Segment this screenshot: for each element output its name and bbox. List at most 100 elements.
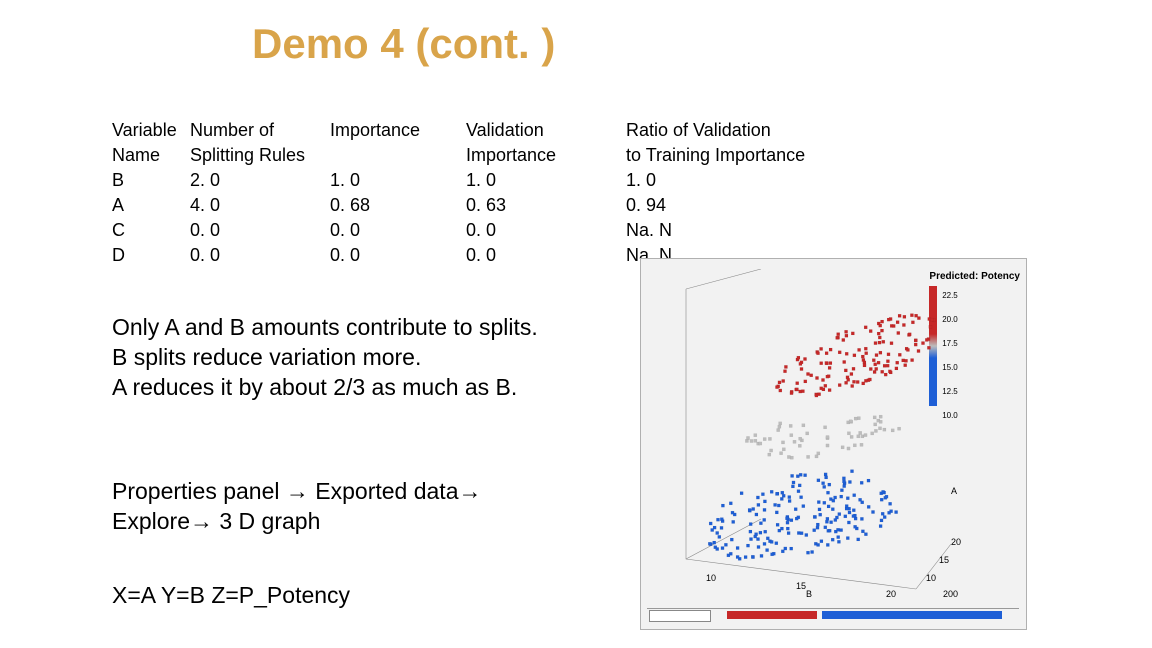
scatter-point [820,540,823,543]
svg-text:20: 20 [951,537,961,547]
scatter-point [709,522,712,525]
scatter-point [745,439,748,442]
scatter-point [837,536,840,539]
scatter-3d-plot: A B 10 15 20 10 15 20 200 [651,269,961,599]
scatter-point [875,354,878,357]
scatter-point [774,503,777,506]
scatter-point [826,444,829,447]
scatter-point [817,452,820,455]
scatter-3d-panel: Predicted: Potency 22.5 20.0 17.5 15.0 1… [640,258,1027,630]
cell: 4. 0 [190,193,330,218]
scatter-point [763,500,766,503]
scatter-point [826,491,829,494]
cell: 1. 0 [330,168,466,193]
scatter-point [921,342,924,345]
scatter-point [825,476,828,479]
scatter-point [865,352,868,355]
scatter-point [883,516,886,519]
scatter-point [744,556,747,559]
scatter-point [887,353,890,356]
scatter-point [875,367,878,370]
scatter-point [824,384,827,387]
hdr-ratio-2: to Training Importance [626,143,846,168]
cell: D [112,243,190,268]
scatter-point [883,364,886,367]
scatter-point [826,543,829,546]
scatter-point [802,505,805,508]
scatter-point [752,507,755,510]
scatter-point [817,501,820,504]
cell: 0. 0 [190,243,330,268]
scatter-point [801,390,804,393]
scatter-point [871,510,874,513]
scatter-point [892,324,895,327]
footer-red-bar [727,611,817,619]
scatter-point [847,432,850,435]
scatter-point [777,429,780,432]
scatter-point [854,417,857,420]
scatter-point [861,435,864,438]
scatter-point [881,370,884,373]
scatter-point [858,348,861,351]
scatter-point [761,493,764,496]
scatter-point [721,504,724,507]
svg-text:15: 15 [939,555,949,565]
scatter-point [829,348,832,351]
scatter-point [879,351,882,354]
line: Properties panel → Exported data→ [112,476,481,506]
scatter-point [763,438,766,441]
cell: 0. 0 [466,243,626,268]
svg-text:10: 10 [706,573,716,583]
scatter-point [897,331,900,334]
scatter-point [911,359,914,362]
scatter-point [845,334,848,337]
scatter-point [884,373,887,376]
scatter-point [819,513,822,516]
scatter-point [824,473,827,476]
scatter-point [770,490,773,493]
scatter-point [795,388,798,391]
scatter-point [880,498,883,501]
scatter-point [852,509,855,512]
scatter-point [842,338,845,341]
cell: A [112,193,190,218]
scatter-point [844,515,847,518]
scatter-point [864,434,867,437]
scatter-point [861,355,864,358]
scatter-points [708,314,935,561]
scatter-point [790,434,793,437]
svg-text:B: B [806,589,812,599]
scatter-point [895,511,898,514]
scatter-point [790,392,793,395]
scatter-point [802,424,805,427]
scatter-point [877,332,880,335]
scatter-point [779,389,782,392]
scatter-point [840,495,843,498]
scatter-point [828,366,831,369]
scatter-point [798,484,801,487]
scatter-point [816,352,819,355]
scatter-point [775,511,778,514]
scatter-point [862,358,865,361]
scatter-point [861,501,864,504]
scatter-point [873,370,876,373]
scatter-point [750,439,753,442]
scatter-point [857,435,860,438]
scatter-point [831,538,834,541]
scatter-point [848,511,851,514]
scatter-point [914,339,917,342]
scatter-point [790,547,793,550]
scatter-point [749,538,752,541]
scatter-point [788,496,791,499]
line: B splits reduce variation more. [112,342,538,372]
scatter-point [824,526,827,529]
scatter-point [874,363,877,366]
scatter-point [847,447,850,450]
scatter-point [877,361,880,364]
scatter-point [880,329,883,332]
scatter-point [871,432,874,435]
scatter-point [791,485,794,488]
scatter-point [881,320,884,323]
scatter-point [854,525,857,528]
scatter-point [857,417,860,420]
